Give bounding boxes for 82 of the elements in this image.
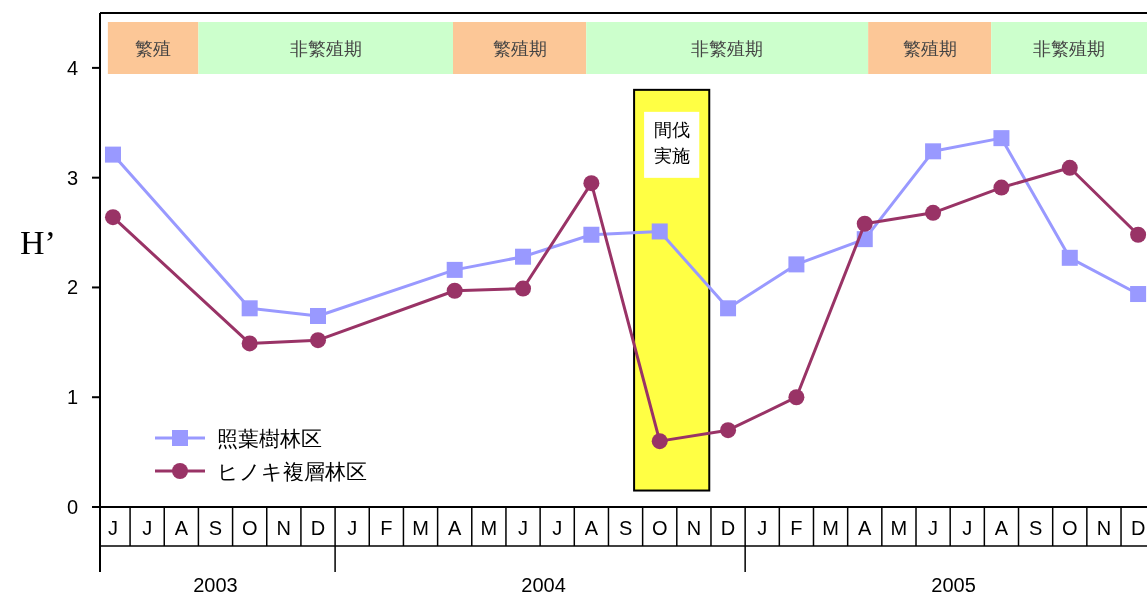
x-tick-label: A (584, 517, 599, 539)
x-tick-label: F (790, 517, 803, 539)
point (515, 280, 532, 297)
point (583, 226, 600, 243)
point (515, 248, 532, 265)
point (241, 335, 258, 352)
x-tick-label: D (720, 517, 736, 539)
point (241, 300, 258, 317)
point (310, 332, 327, 349)
x-tick-label: O (1061, 517, 1078, 539)
x-tick-label: M (822, 517, 839, 539)
point (1061, 159, 1078, 176)
x-tick-label: J (107, 517, 118, 539)
point (925, 143, 942, 160)
point (310, 307, 327, 324)
x-tick-label: A (448, 517, 463, 539)
annotation: 非繁殖期 (289, 39, 362, 59)
annotation: 間伐実施 (653, 119, 690, 166)
label-tab: 繁殖 (107, 22, 199, 74)
y-tick-label: 3 (66, 166, 78, 189)
text: 2004 (521, 574, 566, 596)
label-tab: 繁殖期 (453, 22, 587, 74)
y-tick-label: 1 (66, 386, 78, 409)
annotation: 非繁殖期 (691, 39, 764, 59)
point (1061, 249, 1078, 266)
x-tick-label: J (142, 517, 153, 539)
point (651, 223, 668, 240)
x-tick-label: A (994, 517, 1009, 539)
text: 2003 (193, 574, 238, 596)
x-tick-label: N (686, 517, 702, 539)
label-tab: 非繁殖期 (586, 22, 869, 74)
label-tab: 非繁殖期 (991, 22, 1147, 74)
x-tick-label: A (858, 517, 873, 539)
x-tick-label: S (618, 517, 633, 539)
point (720, 300, 737, 317)
y-tick-label: 0 (66, 496, 78, 518)
point (925, 204, 942, 221)
point (788, 389, 805, 406)
x-tick-label: D (1130, 517, 1146, 539)
y-tick-label: 4 (66, 56, 78, 79)
x-tick-label: J (757, 517, 768, 539)
legend-label: ヒノキ複層林区 (217, 460, 367, 483)
point (993, 179, 1010, 196)
annotation: 繁殖期 (902, 39, 957, 59)
point (583, 175, 600, 192)
x-tick-label: N (276, 517, 292, 539)
point (446, 261, 463, 278)
annotation: 繁殖期 (492, 39, 547, 59)
x-tick-label: A (174, 517, 189, 539)
x-tick-label: J (552, 517, 563, 539)
x-tick-label: F (380, 517, 393, 539)
x-tick-label: O (241, 517, 258, 539)
label-tab: 繁殖期 (868, 22, 992, 74)
x-tick-label: D (310, 517, 326, 539)
annotation: 繁殖 (135, 39, 172, 59)
point (446, 282, 463, 299)
x-tick-label: J (518, 517, 529, 539)
annotation: 非繁殖期 (1033, 39, 1106, 59)
point (1130, 226, 1147, 243)
point (788, 256, 805, 273)
x-tick-label: J (962, 517, 973, 539)
point (720, 422, 737, 439)
x-tick-label: M (412, 517, 429, 539)
x-tick-label: O (651, 517, 668, 539)
x-tick-label: J (928, 517, 939, 539)
point (104, 146, 121, 163)
point (856, 215, 873, 232)
text: 2005 (931, 574, 976, 596)
x-tick-label: N (1096, 517, 1112, 539)
x-tick-label: M (890, 517, 908, 539)
legend-label: 照葉樹林区 (217, 427, 322, 450)
x-tick-label: S (208, 517, 223, 539)
y-axis-title: H’ (20, 223, 56, 261)
x-tick-label: J (347, 517, 358, 539)
point (1130, 286, 1147, 303)
y-tick-label: 2 (66, 276, 78, 299)
x-tick-label: M (480, 517, 498, 539)
point (993, 130, 1010, 147)
label-tab: 非繁殖期 (198, 22, 453, 74)
point (651, 433, 668, 450)
point (104, 209, 121, 226)
x-tick-label: S (1028, 517, 1043, 539)
